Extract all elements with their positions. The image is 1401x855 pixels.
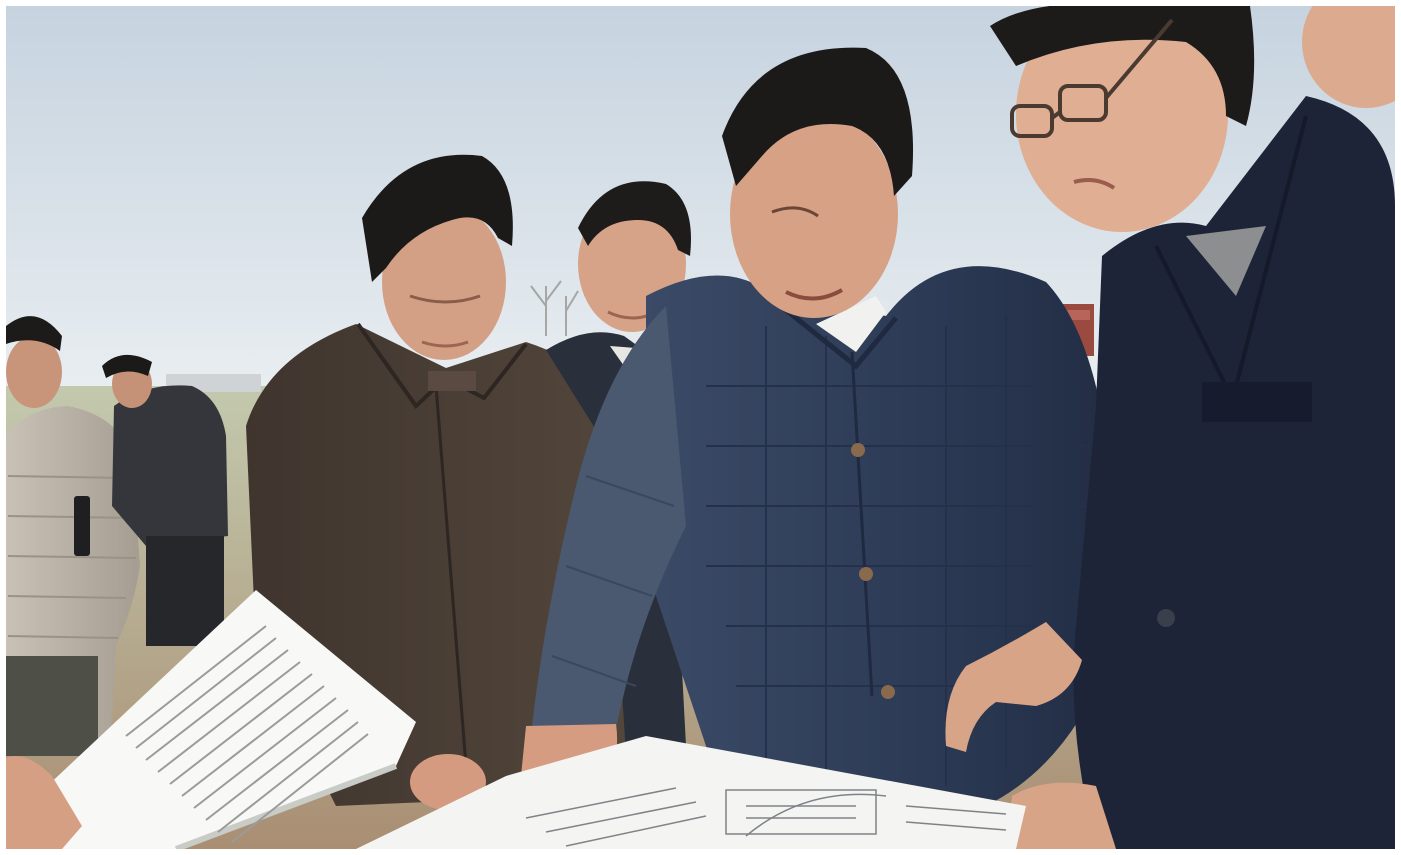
glasses <box>1010 18 1174 138</box>
photo-scene <box>6 6 1395 849</box>
document-text-lines <box>125 625 369 843</box>
person-charcoal-jacket <box>102 354 228 646</box>
jacket-button <box>851 443 865 457</box>
document-pages <box>6 590 416 849</box>
person-blazer-glasses <box>945 6 1395 849</box>
bare-trees <box>530 280 579 336</box>
person-beige-jacket <box>6 316 140 756</box>
blueprint-sheet <box>356 736 1026 849</box>
folder <box>74 496 90 556</box>
person-edge-partial <box>1302 6 1395 108</box>
